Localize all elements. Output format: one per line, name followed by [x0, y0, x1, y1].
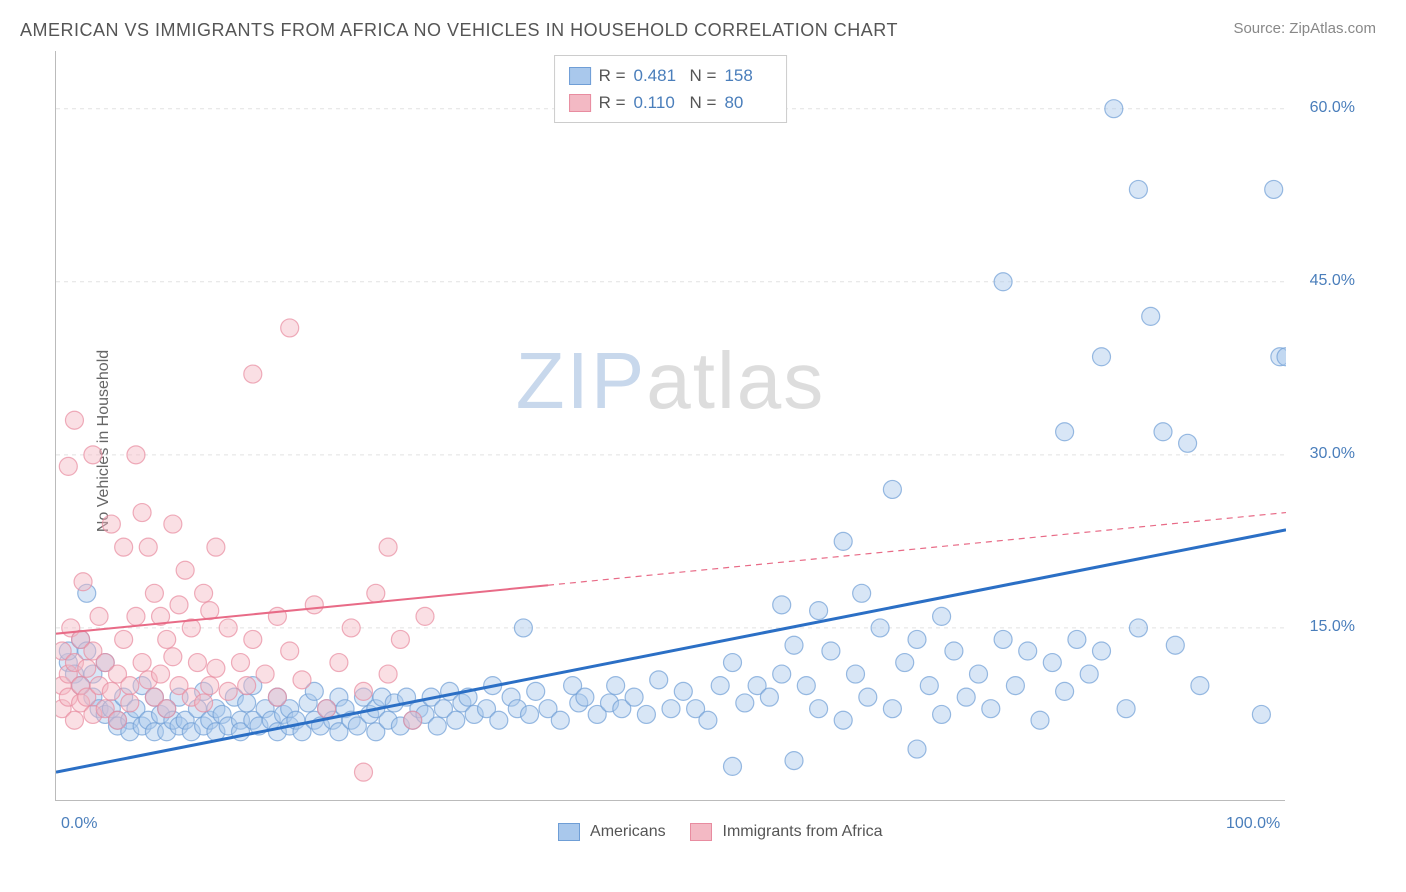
legend-swatch-immigrants-icon [569, 94, 591, 112]
chart-header: AMERICAN VS IMMIGRANTS FROM AFRICA NO VE… [0, 0, 1406, 51]
r-value-2: 0.110 [634, 89, 682, 116]
legend-swatch-americans-icon [569, 67, 591, 85]
chart-svg [56, 51, 1286, 801]
bottom-label-immigrants: Immigrants from Africa [723, 823, 883, 840]
y-tick-label: 45.0% [1310, 272, 1355, 290]
y-tick-label: 15.0% [1310, 618, 1355, 636]
bottom-label-americans: Americans [590, 823, 666, 840]
bottom-swatch-americans-icon [558, 823, 580, 841]
n-value-1: 158 [724, 62, 772, 89]
y-tick-label: 30.0% [1310, 445, 1355, 463]
n-label-2: N = [690, 89, 717, 116]
legend-row-1: R = 0.481 N = 158 [569, 62, 773, 89]
chart-title: AMERICAN VS IMMIGRANTS FROM AFRICA NO VE… [20, 20, 898, 41]
n-label-1: N = [690, 62, 717, 89]
r-value-1: 0.481 [634, 62, 682, 89]
bottom-swatch-immigrants-icon [690, 823, 712, 841]
chart-source: Source: ZipAtlas.com [1233, 20, 1376, 37]
plot-area: ZIPatlas R = 0.481 N = 158 R = 0.110 N =… [55, 51, 1285, 801]
correlation-legend: R = 0.481 N = 158 R = 0.110 N = 80 [554, 55, 788, 123]
r-label-1: R = [599, 62, 626, 89]
y-tick-label: 60.0% [1310, 99, 1355, 117]
legend-row-2: R = 0.110 N = 80 [569, 89, 773, 116]
chart-area: No Vehicles in Household ZIPatlas R = 0.… [55, 51, 1366, 831]
r-label-2: R = [599, 89, 626, 116]
n-value-2: 80 [724, 89, 772, 116]
bottom-legend: Americans Immigrants from Africa [55, 823, 1366, 841]
